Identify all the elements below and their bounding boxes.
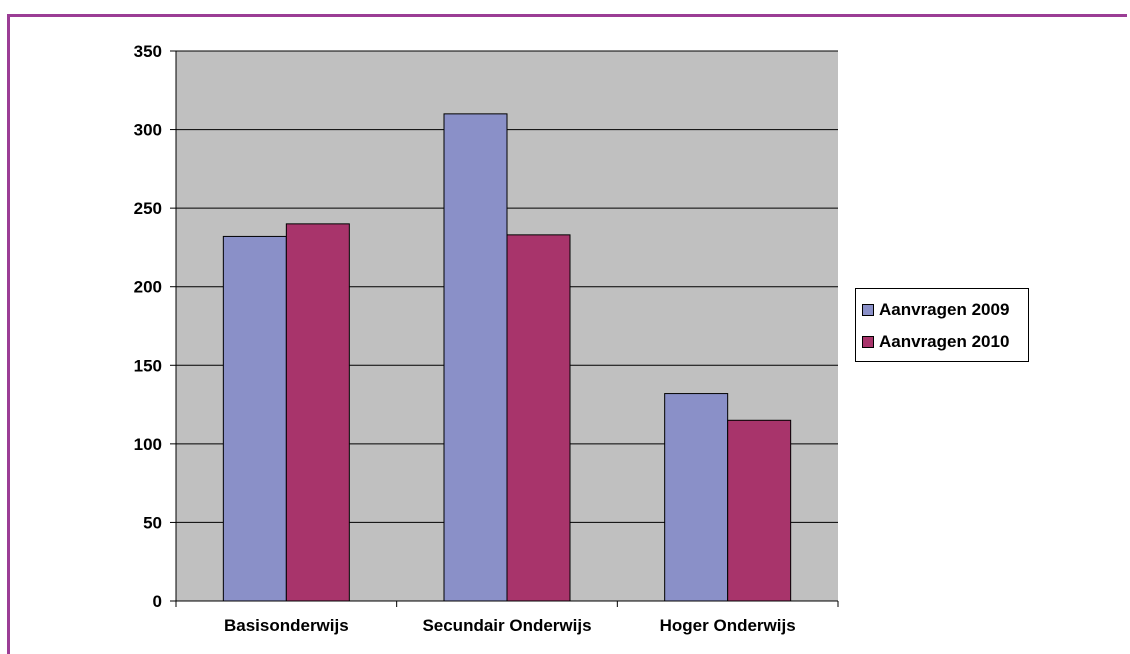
- legend-item-series-2: Aanvragen 2010: [862, 331, 1009, 353]
- bar-2-basisonderwijs: [285, 223, 350, 602]
- x-axis-tick-labels: Basisonderwijs Secundair Onderwijs Hoger O…: [224, 616, 796, 635]
- legend-swatch-series-2: [862, 336, 874, 348]
- chart-frame: [7, 14, 1127, 654]
- legend-label-series-1: Aanvragen 2009: [879, 300, 1010, 319]
- y-axis-tick-labels: 0 50 100 150 200 250 300 350: [134, 42, 162, 611]
- y-tick-label-100: 100: [134, 435, 162, 454]
- legend-label-series-2: Aanvragen 2010: [879, 332, 1010, 351]
- x-tick-label-2: Secundair Onderwijs: [422, 616, 591, 635]
- axes: [175, 51, 839, 607]
- bar-1-secundair-onderwijs: [443, 113, 508, 602]
- bar-1-hoger-onderwijs: [664, 393, 729, 602]
- x-tick-label-1: Basisonderwijs: [224, 616, 349, 635]
- y-tick-label-50: 50: [143, 513, 162, 532]
- y-tick-label-250: 250: [134, 199, 162, 218]
- y-tick-label-350: 350: [134, 42, 162, 61]
- x-tick-label-3: Hoger Onderwijs: [660, 616, 796, 635]
- y-tick-label-300: 300: [134, 121, 162, 140]
- y-tick-label-200: 200: [134, 278, 162, 297]
- legend-swatch-series-1: [862, 304, 874, 316]
- legend: Aanvragen 2009 Aanvragen 2010: [855, 288, 1029, 362]
- y-tick-label-0: 0: [153, 592, 162, 611]
- bar-1-basisonderwijs: [222, 235, 287, 602]
- legend-item-series-1: Aanvragen 2009: [862, 299, 1009, 321]
- bar-2-secundair-onderwijs: [506, 234, 571, 602]
- bar-2-hoger-onderwijs: [727, 419, 792, 602]
- y-tick-label-150: 150: [134, 356, 162, 375]
